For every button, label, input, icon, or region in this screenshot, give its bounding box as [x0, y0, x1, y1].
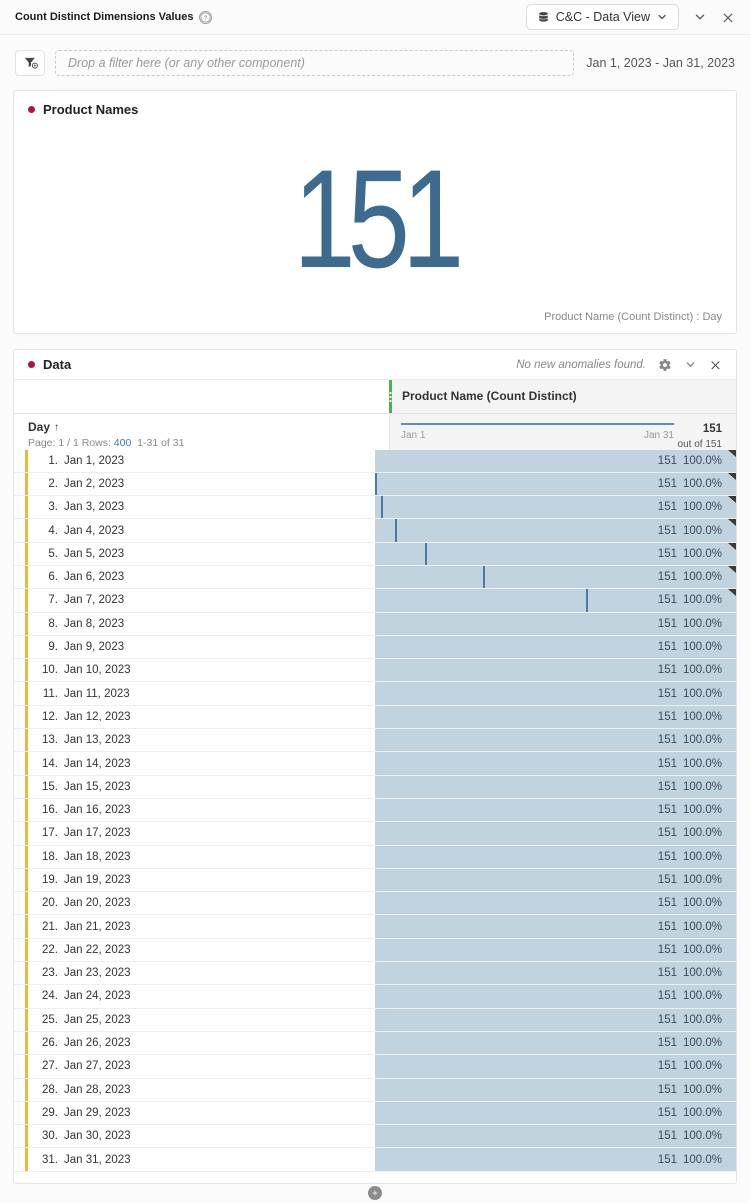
svg-text:?: ? — [204, 15, 208, 21]
